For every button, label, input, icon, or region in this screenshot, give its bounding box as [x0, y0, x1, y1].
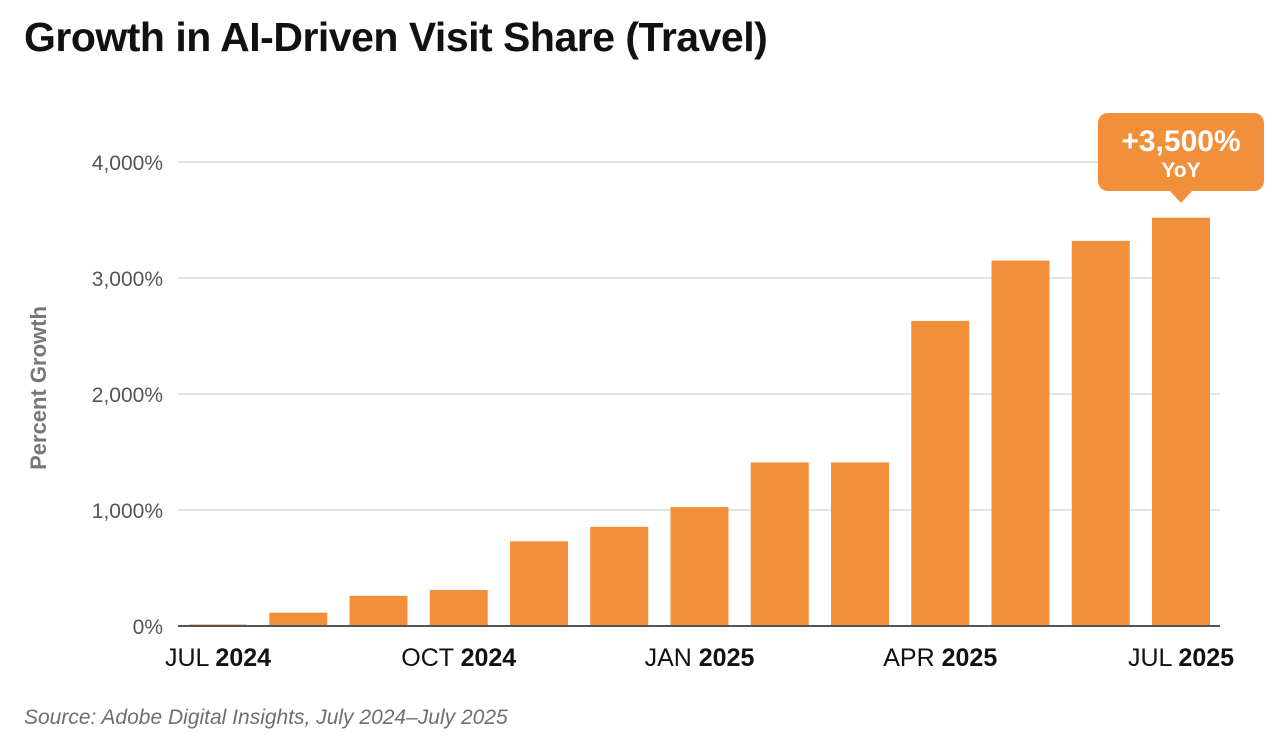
bar [269, 612, 328, 626]
bar-chart: 0% 1,000% 2,000% 3,000% 4,000% Percent Growt… [26, 113, 1264, 672]
bar [590, 526, 649, 626]
bar [750, 462, 809, 626]
x-tick-month: JAN [645, 644, 699, 672]
x-tick-label: APR 2025 [883, 644, 997, 672]
y-tick-label: 2,000% [92, 384, 163, 407]
x-tick-year: 2025 [1178, 644, 1234, 672]
source-note: Source: Adobe Digital Insights, July 202… [24, 706, 508, 729]
x-tick-year: 2025 [942, 644, 998, 672]
y-axis-label: Percent Growth [26, 306, 51, 470]
x-tick-year: 2025 [699, 644, 755, 672]
x-tick-label: JAN 2025 [645, 644, 755, 672]
x-tick-label: JUL 2024 [165, 644, 271, 672]
y-tick-label: 0% [133, 616, 163, 639]
bar [429, 590, 488, 626]
x-tick-label: JUL 2025 [1128, 644, 1234, 672]
y-tick-label: 3,000% [92, 268, 163, 291]
x-tick-month: JUL [1128, 644, 1178, 672]
x-tick-year: 2024 [461, 644, 517, 672]
bar [510, 541, 568, 626]
bar [1152, 217, 1210, 626]
gridlines [178, 161, 1220, 511]
x-tick-month: APR [883, 644, 941, 672]
bar [1071, 240, 1130, 626]
yoy-callout: +3,500%YoY [1098, 113, 1264, 203]
x-axis-ticks: JUL 2024 OCT 2024 JAN 2025 APR 2025 JUL 2025 [165, 644, 1234, 672]
callout-value: +3,500% [1121, 125, 1240, 158]
callout-box [1098, 113, 1264, 191]
bar [349, 595, 408, 626]
bar [991, 260, 1050, 626]
x-tick-month: OCT [401, 644, 460, 672]
bars [189, 217, 1210, 626]
bar [831, 462, 889, 626]
y-axis-ticks: 0% 1,000% 2,000% 3,000% 4,000% [92, 152, 163, 639]
y-tick-label: 1,000% [92, 500, 163, 523]
bar [670, 507, 729, 626]
x-tick-month: JUL [165, 644, 215, 672]
chart-title: Growth in AI-Driven Visit Share (Travel) [24, 14, 768, 60]
x-tick-year: 2024 [215, 644, 271, 672]
y-tick-label: 4,000% [92, 152, 163, 175]
bar [911, 320, 970, 626]
callout-pointer [1169, 190, 1193, 203]
callout-sub: YoY [1161, 159, 1200, 182]
x-tick-label: OCT 2024 [401, 644, 516, 672]
